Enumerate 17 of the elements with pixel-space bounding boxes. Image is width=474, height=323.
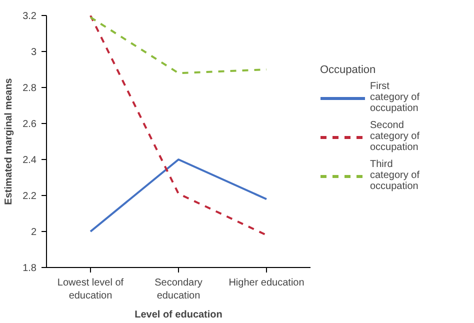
y-tick-label: 2.6 — [22, 119, 37, 130]
y-tick-label: 2.8 — [22, 83, 37, 94]
y-tick-label: 2.4 — [22, 155, 37, 166]
legend-label: Third category of occupation — [370, 159, 420, 192]
legend-label: Second category of occupation — [370, 120, 420, 153]
y-axis-title: Estimated marginal means — [4, 78, 15, 205]
x-tick-label: Lowest level of education — [57, 278, 124, 302]
x-tick-label: Secondary education — [154, 278, 202, 302]
y-tick-label: 1.8 — [22, 263, 37, 274]
y-tick-label: 2.2 — [22, 191, 37, 202]
legend-label: First category of occupation — [370, 81, 420, 114]
y-tick-label: 3 — [30, 47, 37, 58]
x-tick-label: Higher education — [228, 278, 304, 288]
legend-title: Occupation — [320, 64, 377, 76]
y-tick-label: 2 — [30, 227, 37, 238]
y-tick-label: 3.2 — [22, 11, 37, 22]
x-axis-title: Level of education — [134, 310, 222, 321]
